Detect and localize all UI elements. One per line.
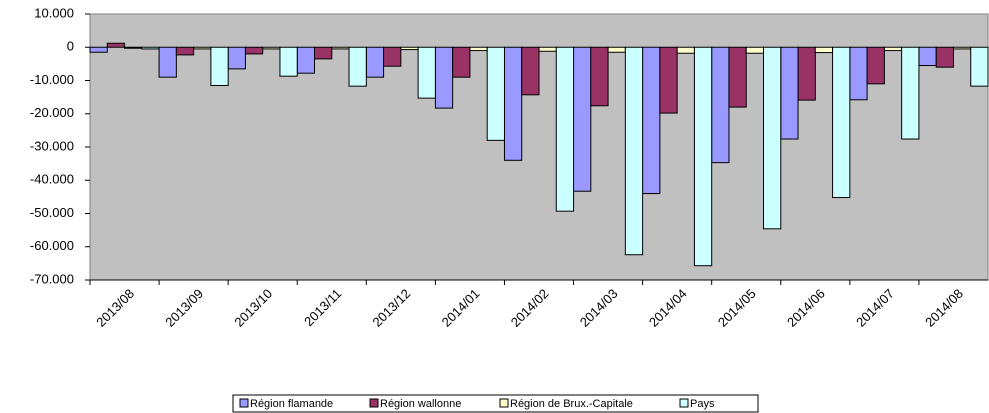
bar <box>89 46 108 53</box>
y-tick-label: -70.000 <box>30 271 74 286</box>
bar <box>728 46 747 108</box>
legend-box <box>232 394 759 413</box>
legend-swatch <box>239 398 249 408</box>
bar <box>970 46 989 87</box>
bar <box>210 46 229 86</box>
bar <box>227 46 246 70</box>
bar <box>814 46 834 54</box>
legend-label: Région wallonne <box>380 398 461 410</box>
bar <box>244 46 264 55</box>
bar <box>642 46 661 195</box>
x-tick-label: 2013/09 <box>162 286 206 330</box>
bar <box>296 46 316 74</box>
bar <box>400 46 419 51</box>
y-tick-label: -30.000 <box>30 138 74 153</box>
legend-label: Région de Brux.-Capitale <box>510 398 633 410</box>
x-tick-label: 2014/01 <box>439 286 483 330</box>
bar <box>952 46 972 50</box>
bar <box>918 46 937 67</box>
bar <box>452 46 471 78</box>
bar <box>348 46 367 87</box>
bar <box>883 46 903 52</box>
bar <box>624 46 644 256</box>
bar <box>797 46 816 101</box>
bar <box>521 46 540 96</box>
bar <box>711 46 730 164</box>
bar <box>193 46 212 50</box>
bar <box>693 46 713 267</box>
bar <box>175 46 195 56</box>
legend-label: Région flamande <box>250 398 333 410</box>
bar <box>417 46 436 99</box>
bar <box>279 46 298 77</box>
y-tick-label: -60.000 <box>30 238 74 253</box>
y-tick-label: -50.000 <box>30 205 74 220</box>
legend-swatch <box>499 398 509 408</box>
bar <box>866 46 885 85</box>
bar <box>573 46 592 192</box>
bar <box>901 46 920 140</box>
bar <box>590 46 609 107</box>
x-tick-label: 2014/03 <box>577 286 621 330</box>
x-tick-label: 2014/05 <box>715 286 759 330</box>
x-tick-label: 2013/12 <box>370 286 414 330</box>
bar <box>141 46 160 50</box>
bar <box>365 46 385 78</box>
legend-label: Pays <box>690 398 715 410</box>
bar <box>158 46 177 78</box>
bar <box>555 46 575 212</box>
bar <box>486 46 505 141</box>
bar <box>434 46 454 109</box>
y-tick-label: 10.000 <box>34 5 74 20</box>
x-tick-label: 2014/02 <box>508 286 552 330</box>
bar <box>469 46 488 52</box>
bar <box>745 46 765 54</box>
x-tick-label: 2014/08 <box>922 286 966 330</box>
x-tick-label: 2014/07 <box>853 286 897 330</box>
y-tick-label: -20.000 <box>30 105 74 120</box>
y-tick-label: 0 <box>67 39 74 54</box>
bar <box>314 46 333 60</box>
y-tick-label: -10.000 <box>30 72 74 87</box>
x-tick-label: 2014/04 <box>646 286 690 330</box>
legend-swatch <box>679 398 689 408</box>
bar <box>659 46 678 114</box>
bar <box>849 46 868 101</box>
bar <box>262 46 281 50</box>
bar <box>538 46 557 52</box>
y-tick-label: -40.000 <box>30 172 74 187</box>
legend-swatch <box>369 398 379 408</box>
bar <box>607 46 626 53</box>
bar <box>935 46 954 68</box>
bar <box>676 46 695 54</box>
bar <box>832 46 851 199</box>
bar <box>383 46 402 67</box>
x-tick-label: 2014/06 <box>784 286 828 330</box>
bar <box>124 46 143 49</box>
bar <box>331 46 350 50</box>
bar <box>503 46 523 161</box>
bar <box>106 42 126 48</box>
x-tick-label: 2013/10 <box>231 286 275 330</box>
x-tick-label: 2013/11 <box>301 286 344 329</box>
x-tick-label: 2013/08 <box>93 286 137 330</box>
bar <box>763 46 782 230</box>
bar <box>780 46 799 140</box>
legend: Région flamande Région wallonne Région de … <box>232 394 759 413</box>
